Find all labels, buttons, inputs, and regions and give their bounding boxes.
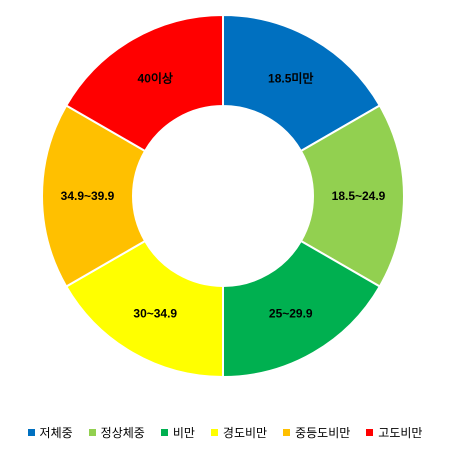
legend-item-5: 중등도비만 (283, 424, 350, 441)
legend-swatch (160, 429, 168, 436)
legend-label: 비만 (172, 426, 195, 440)
slice-label-4: 30~34.9 (133, 306, 177, 320)
legend-label: 경도비만 (222, 426, 268, 440)
slice-label-2: 18.5~24.9 (332, 189, 386, 203)
donut-slice-3 (222, 239, 382, 379)
slice-label-5: 34.9~39.9 (61, 189, 115, 203)
legend-swatch (366, 429, 374, 436)
legend-swatch (27, 429, 35, 436)
legend-label: 저체중 (39, 426, 73, 440)
legend-swatch (210, 429, 218, 436)
slice-label-1: 18.5미만 (268, 71, 313, 86)
slice-label-3: 25~29.9 (269, 306, 313, 320)
donut-slice-1 (222, 13, 382, 153)
donut-chart: 18.5미만 18.5~24.9 25~29.9 30~34.9 34.9~39.9 40… (41, 13, 405, 379)
legend-item-1: 저체중 (27, 424, 73, 441)
legend-item-4: 경도비만 (210, 424, 268, 441)
donut-slice-2 (299, 104, 405, 288)
donut-slice-6 (64, 13, 224, 153)
legend-swatch (88, 429, 96, 436)
legend-label: 정상체중 (100, 426, 145, 440)
legend-label: 고도비만 (378, 426, 423, 440)
legend-swatch (283, 429, 291, 436)
legend-label: 중등도비만 (295, 426, 351, 440)
legend-item-2: 정상체중 (88, 424, 145, 441)
legend: 저체중 정상체중 비만 경도비만 중등도비만 고도비만 (0, 424, 450, 441)
donut-slice-5 (41, 104, 147, 288)
slice-label-6: 40이상 (138, 71, 173, 86)
donut-slice-4 (64, 239, 224, 379)
legend-item-6: 고도비만 (366, 424, 422, 441)
legend-item-3: 비만 (160, 424, 195, 441)
